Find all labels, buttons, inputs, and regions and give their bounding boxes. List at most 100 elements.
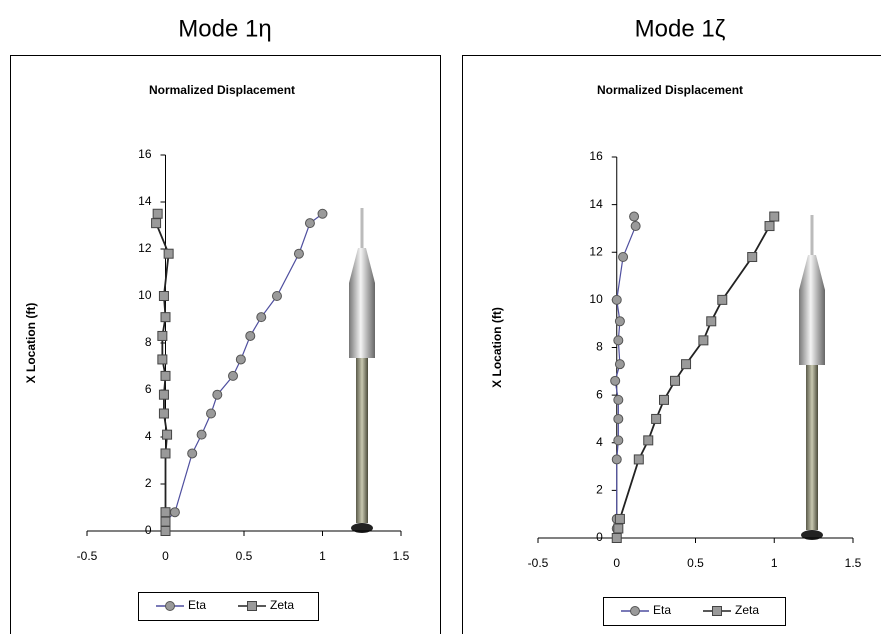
data-point xyxy=(187,448,198,459)
data-point xyxy=(245,330,256,341)
y-tick-label: 0 xyxy=(145,523,152,537)
data-point xyxy=(611,294,622,305)
y-tick-label: 4 xyxy=(145,429,152,443)
legend-label: Zeta xyxy=(270,598,294,612)
data-point xyxy=(629,211,640,222)
data-point xyxy=(659,394,669,405)
y-tick-label: 16 xyxy=(589,149,603,163)
chart-frame xyxy=(462,55,881,634)
data-point xyxy=(717,294,728,305)
x-tick-label: -0.5 xyxy=(77,549,98,563)
data-point xyxy=(152,208,163,219)
data-point xyxy=(614,316,625,327)
data-point xyxy=(618,252,629,263)
data-point xyxy=(158,291,169,301)
data-point xyxy=(651,413,662,424)
x-tick-label: 1 xyxy=(771,556,778,570)
x-tick-label: 0.5 xyxy=(687,556,704,570)
data-point xyxy=(304,218,315,229)
data-point xyxy=(769,211,780,222)
x-tick-label: 1 xyxy=(319,549,326,563)
y-tick-label: 6 xyxy=(596,387,603,401)
data-point xyxy=(633,454,644,465)
y-axis-title: X Location (ft) xyxy=(490,307,504,388)
data-point xyxy=(206,408,217,419)
data-point xyxy=(256,312,267,323)
series-line xyxy=(164,213,323,531)
data-point xyxy=(613,413,624,424)
legend-marker xyxy=(165,601,175,611)
data-point xyxy=(271,291,282,301)
legend-marker xyxy=(247,601,257,611)
data-point xyxy=(228,370,239,381)
data-point xyxy=(613,523,624,534)
y-tick-label: 8 xyxy=(145,335,152,349)
data-point xyxy=(169,507,180,518)
chart-heading: Mode 1η xyxy=(178,15,271,42)
y-tick-label: 2 xyxy=(596,483,603,497)
x-tick-label: 1.5 xyxy=(845,556,862,570)
data-point xyxy=(698,335,709,346)
data-point xyxy=(157,330,168,341)
x-tick-label: 0 xyxy=(613,556,620,570)
y-tick-label: 12 xyxy=(138,241,152,255)
legend-label: Eta xyxy=(653,603,671,617)
y-axis-title: X Location (ft) xyxy=(24,303,38,384)
data-point xyxy=(160,312,171,323)
data-point xyxy=(643,435,654,446)
y-tick-label: 4 xyxy=(596,435,603,449)
data-point xyxy=(158,389,169,400)
chart-title: Normalized Displacement xyxy=(597,83,743,97)
y-tick-label: 2 xyxy=(145,476,152,490)
data-point xyxy=(160,507,171,518)
y-tick-label: 12 xyxy=(589,244,603,258)
data-point xyxy=(630,221,641,232)
y-tick-label: 14 xyxy=(589,197,603,211)
rocket-image xyxy=(799,215,825,540)
y-tick-label: 6 xyxy=(145,382,152,396)
data-point xyxy=(162,429,173,440)
data-point xyxy=(293,248,304,259)
y-tick-label: 14 xyxy=(138,194,152,208)
data-point xyxy=(613,435,624,446)
data-point xyxy=(681,359,692,370)
data-point xyxy=(706,316,717,327)
y-tick-label: 8 xyxy=(596,340,603,354)
chart-title: Normalized Displacement xyxy=(149,83,295,97)
data-point xyxy=(160,516,171,527)
data-point xyxy=(670,375,681,386)
data-point xyxy=(160,526,171,536)
legend-label: Eta xyxy=(188,598,206,612)
data-point xyxy=(317,208,328,219)
chart-heading: Mode 1ζ xyxy=(635,15,726,42)
data-point xyxy=(610,375,621,386)
data-point xyxy=(151,218,162,229)
data-point xyxy=(196,429,207,440)
data-point xyxy=(212,389,223,400)
data-point xyxy=(747,252,758,263)
x-tick-label: 1.5 xyxy=(393,549,410,563)
data-point xyxy=(160,448,171,459)
x-tick-label: 0.5 xyxy=(236,549,253,563)
legend-marker xyxy=(630,606,640,616)
x-tick-label: -0.5 xyxy=(528,556,549,570)
data-point xyxy=(614,513,625,524)
legend-marker xyxy=(712,606,722,616)
series-line xyxy=(615,216,776,539)
y-tick-label: 10 xyxy=(589,292,603,306)
chart-frame xyxy=(10,55,441,634)
data-point xyxy=(160,370,171,381)
y-tick-label: 0 xyxy=(596,530,603,544)
legend-label: Zeta xyxy=(735,603,759,617)
data-point xyxy=(764,221,775,232)
data-point xyxy=(157,354,168,365)
data-point xyxy=(613,394,624,405)
data-point xyxy=(611,454,622,465)
y-tick-label: 16 xyxy=(138,147,152,161)
data-point xyxy=(163,248,174,259)
data-point xyxy=(614,359,625,370)
data-point xyxy=(613,335,624,346)
data-point xyxy=(158,408,169,419)
x-tick-label: 0 xyxy=(162,549,169,563)
